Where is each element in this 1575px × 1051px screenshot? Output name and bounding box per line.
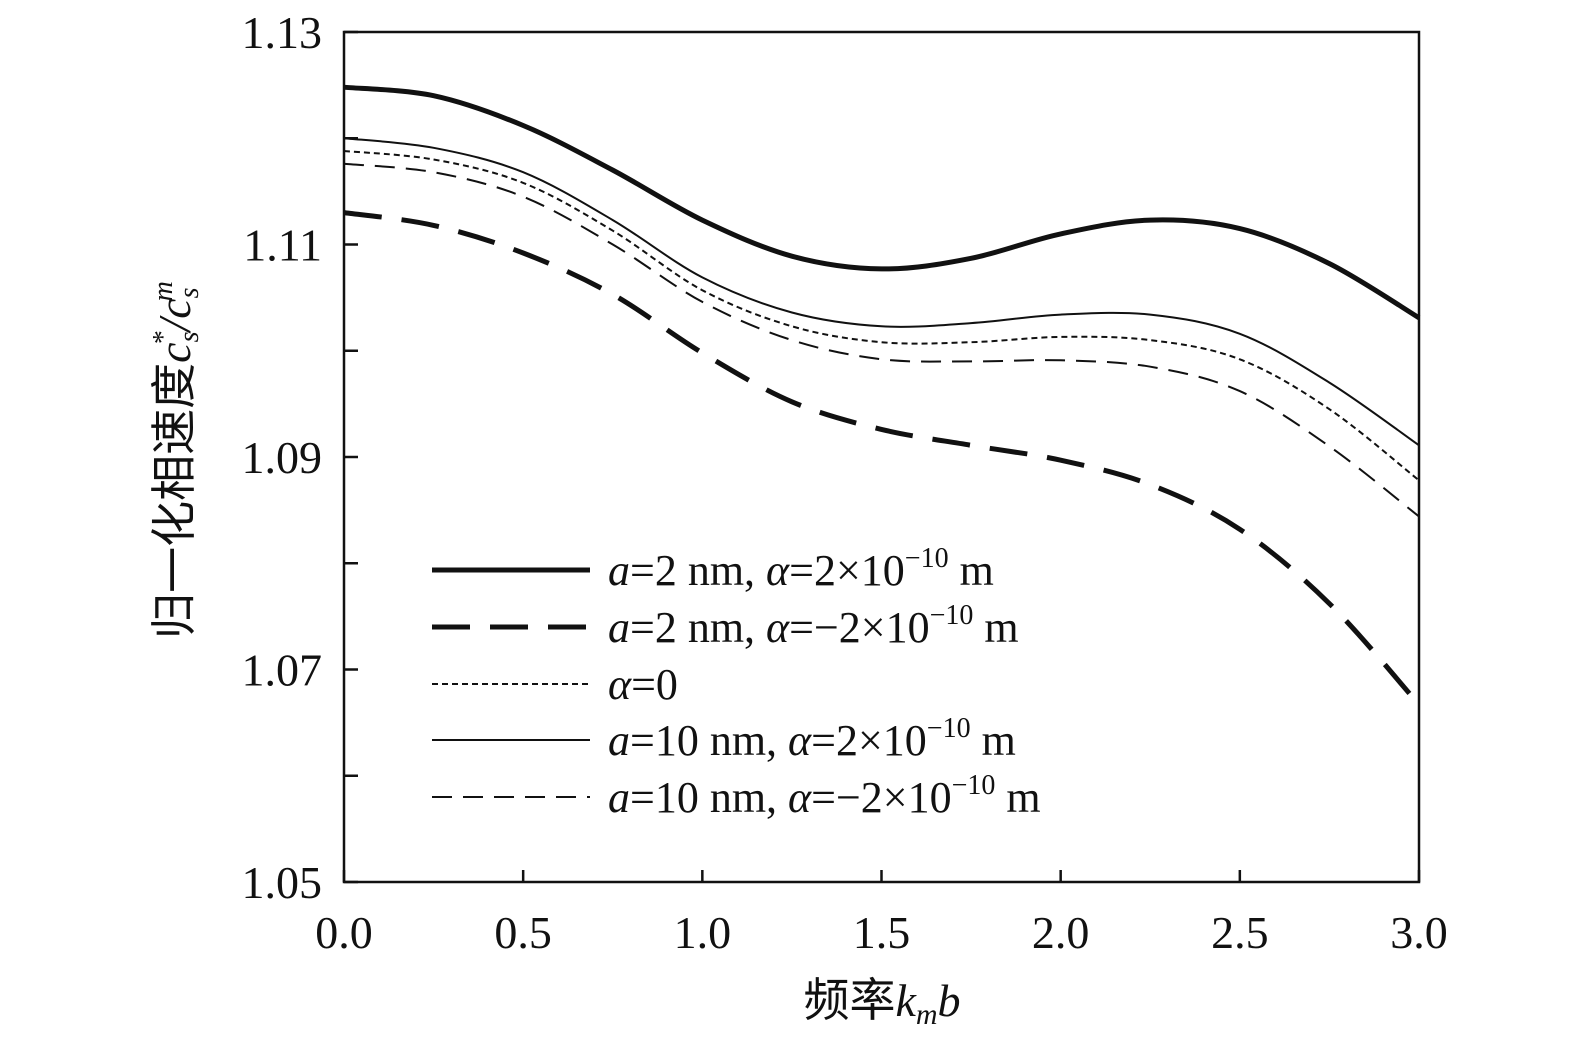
x-tick-label: 2.5 [1211, 907, 1269, 958]
series-lines [343, 84, 1421, 707]
x-tick-label: 1.5 [853, 907, 911, 958]
legend-label-3: α=0 [608, 660, 678, 709]
legend-label-2: a=2 nm, α=−2×10−10 m [608, 600, 1019, 652]
y-axis-title-num-sup: * [148, 332, 179, 346]
series-line-1 [343, 84, 1421, 320]
y-tick-label: 1.05 [242, 857, 323, 908]
y-axis-title-slash: / [149, 315, 200, 335]
legend-label-4: a=10 nm, α=2×10−10 m [608, 713, 1016, 765]
series-line-2 [343, 210, 1421, 707]
legend: a=2 nm, α=2×10−10 ma=2 nm, α=−2×10−10 m α… [432, 543, 1041, 822]
y-tick-label: 1.13 [242, 7, 323, 58]
series-line-5 [343, 162, 1420, 518]
x-tick-label: 0.5 [494, 907, 552, 958]
y-tick-label: 1.07 [242, 645, 323, 696]
y-axis-title-text: 归一化相速度 [147, 363, 201, 639]
y-axis: 1.05 1.07 1.09 1.11 1.13 [242, 7, 358, 908]
x-tick-label: 1.0 [674, 907, 732, 958]
x-axis-title-var: k [895, 975, 917, 1026]
y-axis-title-num: c [149, 342, 200, 362]
x-axis-title-text: 频率 [803, 973, 895, 1027]
x-tick-label: 2.0 [1032, 907, 1090, 958]
y-axis-title-den: c [149, 298, 200, 318]
x-axis-title-sub: m [916, 998, 938, 1031]
series-line-3 [343, 150, 1420, 482]
y-axis-title-den-sub: s [174, 287, 205, 298]
y-axis-title-den-sup: m [148, 281, 179, 301]
series-line-4 [343, 137, 1420, 447]
y-axis-title-num-sub: s [174, 331, 205, 342]
legend-label-1: a=2 nm, α=2×10−10 m [608, 543, 994, 595]
x-axis-title: 频率kmb [803, 973, 960, 1031]
x-axis-title-var2: b [938, 975, 961, 1026]
y-tick-label: 1.09 [242, 432, 323, 483]
y-tick-label: 1.11 [243, 220, 322, 271]
x-axis: 0.0 0.5 1.0 1.5 2.0 2.5 3.0 [315, 870, 1448, 958]
x-tick-label: 0.0 [315, 907, 373, 958]
x-tick-label: 3.0 [1390, 907, 1448, 958]
y-axis-title: 归一化相速度cs*/csm [147, 281, 205, 639]
legend-label-5: a=10 nm, α=−2×10−10 m [608, 770, 1041, 822]
